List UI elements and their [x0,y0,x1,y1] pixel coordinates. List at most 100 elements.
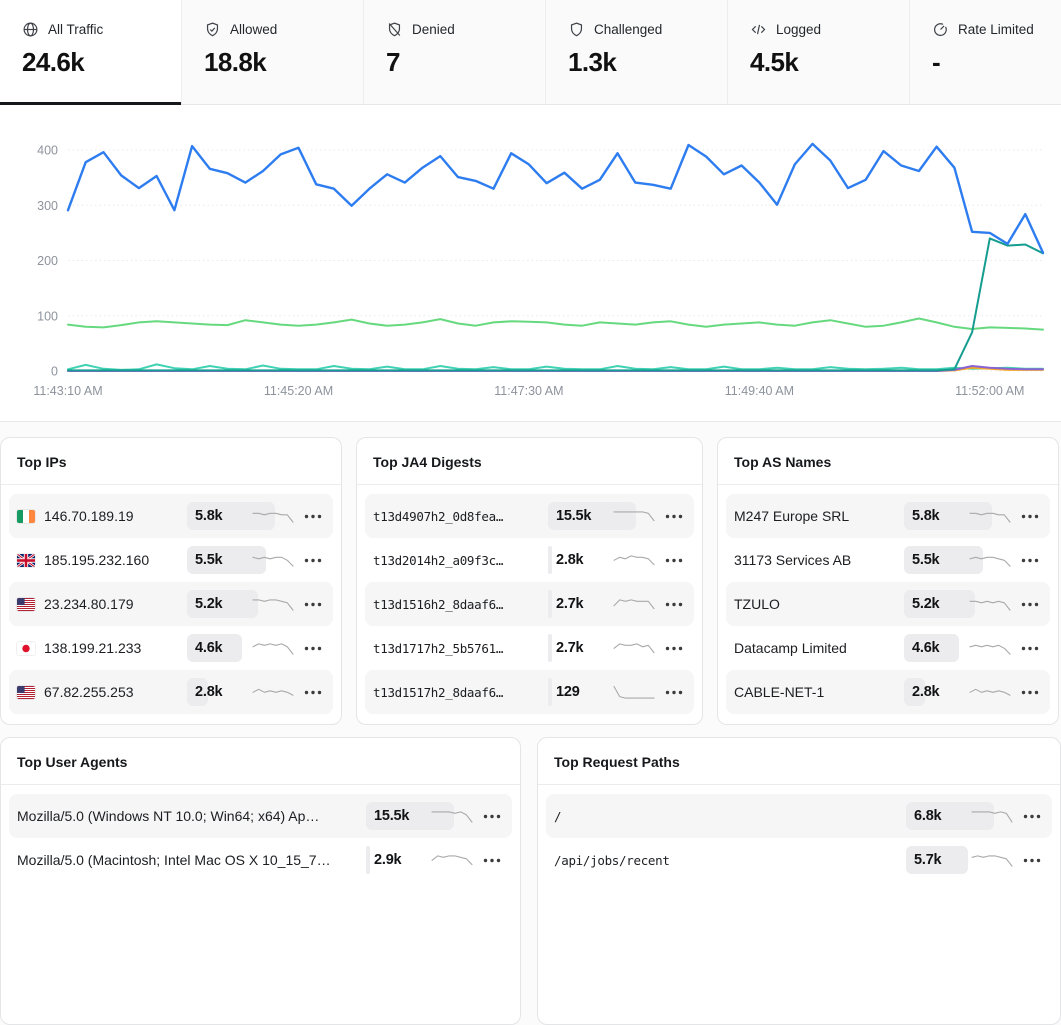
row-menu-button[interactable] [301,680,325,704]
row-menu-button[interactable] [480,848,504,872]
ellipsis-icon [1023,814,1041,818]
row-sparkline [613,643,655,654]
top-as-names-row: CABLE-NET-1 2.8k [726,670,1050,714]
list-item-value: 2.8k [912,684,940,700]
tab-label: All Traffic [48,22,104,37]
list-item-value: 4.6k [912,640,940,656]
tab-value: 7 [386,47,400,77]
list-item-value: 5.8k [195,508,223,524]
row-menu-button[interactable] [1020,804,1044,828]
top-ips-row: 138.199.21.233 4.6k [9,626,333,670]
tab-all-traffic[interactable]: All Traffic 24.6k [0,0,182,105]
svg-text:400: 400 [37,144,58,158]
top-as-names-row: 31173 Services AB 5.5k [726,538,1050,582]
top-as-names-row: M247 Europe SRL 5.8k [726,494,1050,538]
tab-denied[interactable]: Denied 7 [364,0,546,104]
row-menu-button[interactable] [1018,680,1042,704]
svg-text:200: 200 [37,254,58,268]
value-bar [366,802,454,830]
value-bar [904,502,992,530]
list-item-label: / [554,808,562,824]
tab-label: Rate Limited [958,22,1034,37]
tab-allowed[interactable]: Allowed 18.8k [182,0,364,104]
row-sparkline [613,685,655,699]
list-item-value-cell: 129 [548,677,606,707]
top-as-names-row: TZULO 5.2k [726,582,1050,626]
list-item-value: 15.5k [556,508,592,524]
tab-label: Challenged [594,22,663,37]
list-item-value: 5.2k [912,596,940,612]
tab-label: Denied [412,22,455,37]
list-item-value: 2.8k [195,684,223,700]
row-menu-button[interactable] [301,504,325,528]
row-menu-button[interactable] [301,548,325,572]
ellipsis-icon [1021,602,1039,606]
row-menu-button[interactable] [1018,504,1042,528]
flag-japan-icon [17,641,35,655]
traffic-stats-tabbar: All Traffic 24.6k Allowed 18.8k Denied 7… [0,0,1061,105]
tab-logged[interactable]: Logged 4.5k [728,0,910,104]
list-item-label: M247 Europe SRL [734,508,850,524]
list-item-value: 2.9k [374,852,402,868]
shield-off-icon [386,21,403,38]
row-sparkline [613,599,655,610]
flag-uk-icon [17,553,35,567]
row-menu-button[interactable] [480,804,504,828]
card-rows: / 6.8k /api/jobs/recent 5.7k [538,785,1060,890]
flag-ireland-icon [17,509,35,523]
ellipsis-icon [304,646,322,650]
list-item-value: 15.5k [374,808,410,824]
row-menu-button[interactable] [1018,636,1042,660]
top-user-agents-row: Mozilla/5.0 (Macintosh; Intel Mac OS X 1… [9,838,512,882]
row-menu-button[interactable] [662,636,686,660]
list-item-value: 6.8k [914,808,942,824]
top-request-paths-row: / 6.8k [546,794,1052,838]
row-menu-button[interactable] [662,504,686,528]
value-bar [187,502,275,530]
list-item-value: 5.7k [914,852,942,868]
row-menu-button[interactable] [1018,592,1042,616]
ellipsis-icon [1023,858,1041,862]
ellipsis-icon [1021,690,1039,694]
row-menu-button[interactable] [662,548,686,572]
list-item-value-cell: 5.2k [187,589,258,619]
list-item-label: Mozilla/5.0 (Macintosh; Intel Mac OS X 1… [17,852,331,868]
value-bar [904,634,959,662]
row-menu-button[interactable] [1020,848,1044,872]
tab-rate-limited[interactable]: Rate Limited - [910,0,1061,104]
row-sparkline [969,556,1011,567]
tab-challenged[interactable]: Challenged 1.3k [546,0,728,104]
ellipsis-icon [483,858,501,862]
value-bar [904,590,975,618]
value-bar [187,546,266,574]
value-bar [906,846,968,874]
row-menu-button[interactable] [301,636,325,660]
row-menu-button[interactable] [1018,548,1042,572]
card-title: Top JA4 Digests [357,438,702,485]
list-item-value-cell: 4.6k [904,633,962,663]
row-menu-button[interactable] [301,592,325,616]
top-ja4-digests-row: t13d1516h2_8daaf6… 2.7k [365,582,694,626]
card-top-as-names: Top AS Names M247 Europe SRL 5.8k 31173 … [717,437,1059,725]
tab-value: - [932,47,941,77]
row-sparkline [969,512,1011,523]
list-item-value: 2.7k [556,640,584,656]
list-item-label: t13d1517h2_8daaf6… [373,684,504,700]
top-ips-row: 185.195.232.160 5.5k [9,538,333,582]
row-menu-button[interactable] [662,592,686,616]
list-item-value: 4.6k [195,640,223,656]
list-item-label: 185.195.232.160 [44,552,150,568]
traffic-timeseries-chart: 0 100 200 300 400 11:43:10 AM 11:45:20 AM 11:47… [33,142,1045,398]
list-item-label: 67.82.255.253 [44,684,134,700]
row-sparkline [252,599,294,611]
row-menu-button[interactable] [662,680,686,704]
list-item-value: 2.7k [556,596,584,612]
list-item-value-cell: 5.8k [187,501,275,531]
row-sparkline [252,643,294,655]
list-item-value: 5.8k [912,508,940,524]
top-ja4-digests-row: t13d4907h2_0d8fea… 15.5k [365,494,694,538]
ellipsis-icon [1021,514,1039,518]
value-bar [187,634,242,662]
row-sparkline [252,512,294,523]
tab-value: 18.8k [204,47,267,77]
